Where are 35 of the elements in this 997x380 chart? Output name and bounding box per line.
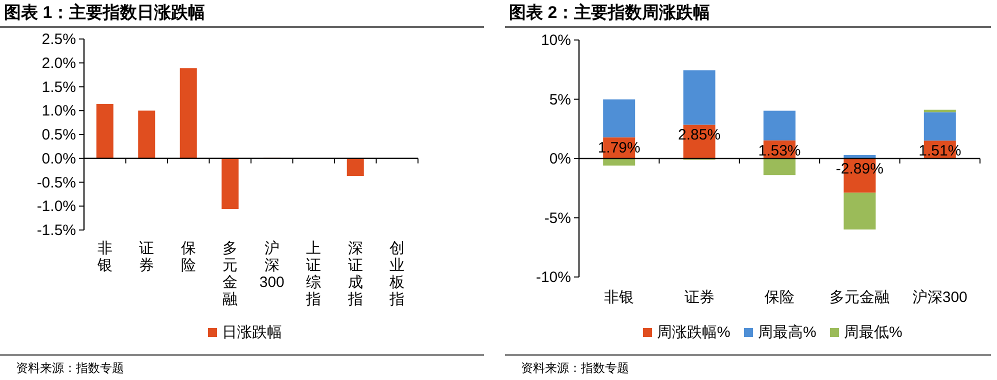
y-tick-label: 0%	[549, 150, 571, 168]
y-tick-label: 2.0%	[42, 54, 76, 72]
y-tick-label: 1.5%	[42, 78, 76, 96]
y-tick-label: -1.0%	[36, 198, 76, 216]
chart-title: 图表 1：主要指数日涨跌幅	[4, 3, 206, 22]
x-tick-label: 非银	[604, 289, 634, 306]
y-tick-label: -0.5%	[36, 174, 76, 192]
y-tick-label: 2.5%	[42, 31, 76, 48]
x-tick-label: 保险	[764, 289, 794, 306]
text: 资料来源：指数专题	[16, 361, 124, 375]
legend-label: 周最高%	[758, 324, 816, 341]
x-tick-label: 多元金融	[830, 289, 890, 306]
x-tick-label: 证券	[139, 240, 154, 274]
x-tick-label: 沪深300	[259, 240, 284, 291]
x-tick-label: 创业板指	[388, 240, 405, 308]
x-tick-label: 上证综指	[305, 240, 322, 308]
y-tick-label: 10%	[540, 32, 571, 49]
text: 资料来源：指数专题	[521, 361, 629, 375]
y-tick-label: 0.0%	[42, 150, 76, 168]
y-tick-label: -5%	[544, 210, 571, 227]
x-tick-label: 多元金融	[222, 240, 238, 308]
chart-title: 图表 2：主要指数周涨跌幅	[509, 3, 710, 22]
x-tick-label: 深证成指	[346, 240, 363, 308]
y-tick-label: -1.5%	[36, 222, 76, 239]
y-tick-label: 0.5%	[42, 126, 76, 144]
x-tick-label: 非银	[96, 240, 112, 274]
x-tick-label: 沪深300	[912, 289, 968, 306]
y-tick-label: 1.0%	[42, 102, 76, 120]
legend-label: 周涨跌幅%	[657, 324, 730, 341]
x-tick-label: 保险	[180, 240, 196, 274]
legend-label: 周最低%	[844, 324, 902, 341]
y-tick-label: 5%	[549, 91, 571, 108]
y-tick-label: -10%	[536, 269, 571, 286]
legend-label: 日涨跌幅	[222, 324, 282, 341]
x-tick-label: 证券	[684, 289, 714, 306]
